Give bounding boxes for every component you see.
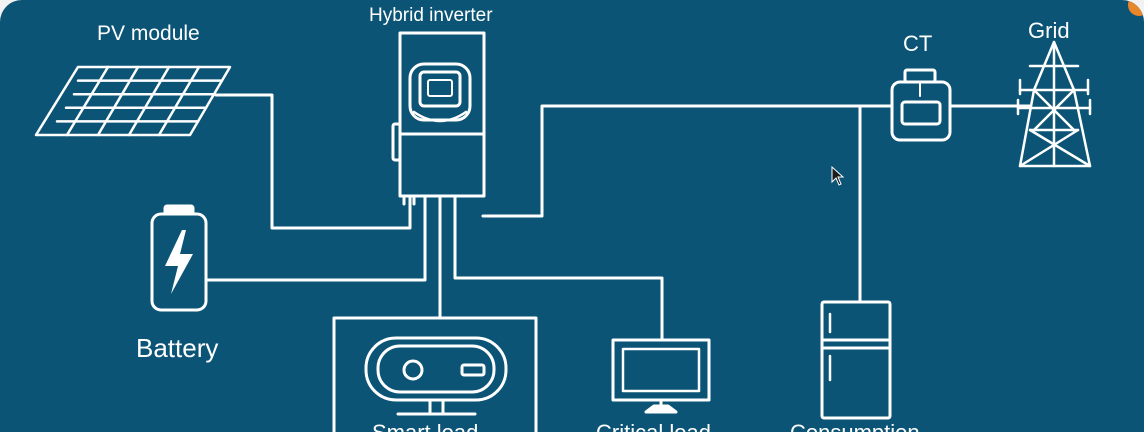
monitor-icon: [611, 338, 711, 414]
accent-corner: [1128, 0, 1144, 16]
label-consumption: Consumption: [790, 420, 920, 432]
wire-inverter-to-grid: [481, 104, 894, 218]
wire-battery-to-inverter: [204, 194, 427, 282]
wires: [204, 93, 1032, 342]
label-pv-module: PV module: [97, 22, 200, 45]
current-transformer-icon: [890, 68, 952, 142]
mouse-cursor-icon: [831, 166, 845, 186]
label-critical-load: Critical load: [596, 420, 711, 432]
label-smart-load: Smart load: [372, 420, 478, 432]
wire-pv-to-inverter: [214, 93, 412, 230]
label-hybrid-inverter: Hybrid inverter: [369, 5, 493, 26]
label-battery: Battery: [136, 333, 219, 363]
label-grid: Grid: [1028, 18, 1070, 43]
label-ct: CT: [903, 31, 933, 56]
solar-panel-icon: [34, 65, 232, 137]
refrigerator-icon: [820, 300, 892, 420]
inverter-icon: [391, 31, 486, 206]
water-heater-icon: [332, 316, 538, 432]
wire-inverter-to-critical-load: [453, 194, 664, 342]
battery-icon: [150, 204, 208, 312]
power-tower-icon: [1016, 40, 1092, 168]
